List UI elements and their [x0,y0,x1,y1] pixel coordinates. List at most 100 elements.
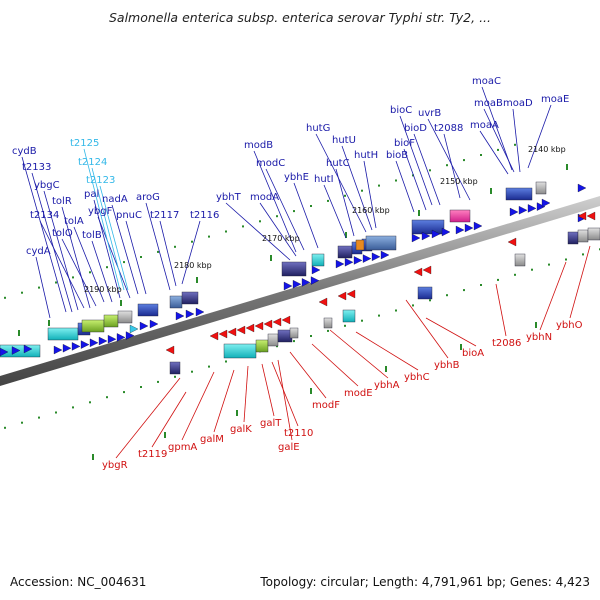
forward-gene-arrow [125,331,135,340]
track-dot [463,289,465,292]
forward-leader-line [111,204,139,295]
map-title: Salmonella enterica subsp. enterica sero… [108,10,492,25]
forward-gene-arrow [283,281,293,291]
reverse-leader-line [151,391,187,448]
forward-gene-arrow [89,338,99,348]
forward-leader-line [403,148,427,211]
forward-gene-label-hutC: hutC [326,158,350,169]
forward-gene-label-pal: pal [84,189,99,200]
reverse-gene-arrow [346,289,356,299]
forward-leader-line [481,86,513,171]
forward-gene-arrow [185,309,195,319]
scale-tick-label: 2180 kbp [174,261,212,270]
reverse-gene-arrow [337,291,347,301]
forward-gene-label-tolR: tolR [52,196,72,207]
forward-gene-label-ybgF: ybgF [88,206,113,217]
track-dot [208,365,210,368]
reverse-gene-arrow [318,297,328,307]
gene-block [411,219,445,235]
scale-tick-label: 2160 kbp [352,206,390,215]
track-dot [412,304,414,307]
forward-gene-arrow [431,229,441,239]
reverse-gene-arrow [281,315,291,325]
forward-leader-line [399,115,433,206]
gene-block [514,253,526,267]
track-dot [395,179,397,182]
reverse-leader-line [181,371,215,441]
forward-gene-arrow [371,252,381,262]
forward-gene-arrow [175,311,185,321]
forward-gene-label-ybhE: ybhE [284,172,309,183]
forward-gene-arrow [362,254,372,263]
reverse-gene-label-bioA: bioA [462,348,484,359]
trna-gene-label-t2123: t2123 [86,175,115,186]
track-dot [446,294,448,297]
topology-text: Topology: circular; Length: 4,791,961 bp… [260,575,590,589]
track-tick [385,366,387,372]
track-dot [310,335,312,337]
track-tick [120,300,122,306]
forward-leader-line [512,108,521,173]
forward-gene-arrow [98,336,108,346]
forward-leader-line [181,220,201,285]
track-dot [412,174,414,177]
track-dot [429,169,431,172]
track-dot [497,148,499,151]
forward-gene-arrow [107,334,117,344]
forward-leader-line [125,220,147,295]
gene-block [577,229,589,243]
track-dot [191,240,193,243]
track-dot [72,406,74,409]
forward-gene-arrow [421,231,431,241]
forward-leader-line [395,160,415,213]
forward-gene-arrow [541,198,551,208]
track-dot [582,253,584,256]
track-dot [293,340,295,343]
scale-tick-label: 2140 kbp [528,145,566,154]
forward-gene-label-moaC: moaC [472,76,501,87]
track-dot [106,396,108,399]
reverse-leader-line [115,377,181,459]
gene-block [567,231,579,245]
forward-gene-label-t2116: t2116 [190,210,219,221]
gene-block [169,361,181,375]
track-dot [327,199,329,202]
reverse-gene-label-t2119: t2119 [138,449,167,460]
reverse-gene-label-ybhO: ybhO [556,320,583,331]
gene-block [355,239,365,251]
forward-gene-label-moaB: moaB [474,98,503,109]
reverse-leader-line [243,365,249,423]
track-dot [21,291,23,294]
forward-gene-label-bioF: bioF [394,138,415,149]
forward-gene-label-hutG: hutG [306,123,330,134]
forward-gene-label-moaA: moaA [470,120,499,131]
gene-block [365,235,397,251]
track-dot [514,273,516,276]
track-dot [361,319,363,322]
track-dot [4,426,6,429]
forward-gene-arrow [129,324,139,334]
reverse-gene-arrow [577,211,587,221]
gene-block [81,319,105,333]
track-tick [18,330,20,336]
forward-leader-line [61,238,97,307]
track-dot [140,256,142,258]
forward-leader-line [479,130,509,175]
forward-leader-line [225,202,291,261]
reverse-gene-arrow [227,327,237,337]
forward-gene-label-modC: modC [256,158,285,169]
gene-block [255,339,269,353]
gene-block [323,317,333,329]
genome-map: 2140 kbp 2150 kbp 2160 kbp 2170 kbp 2180 kbp… [0,76,600,471]
reverse-gene-arrow [254,321,264,331]
forward-gene-arrow [311,265,321,275]
forward-leader-line [413,133,441,206]
trna-leader-line [91,167,125,291]
forward-gene-arrow [71,342,81,351]
reverse-gene-arrow [245,323,255,333]
gene-block [505,187,533,201]
forward-leader-line [443,133,461,199]
track-dot [55,411,57,414]
track-tick [92,454,94,460]
forward-leader-line [363,160,377,229]
